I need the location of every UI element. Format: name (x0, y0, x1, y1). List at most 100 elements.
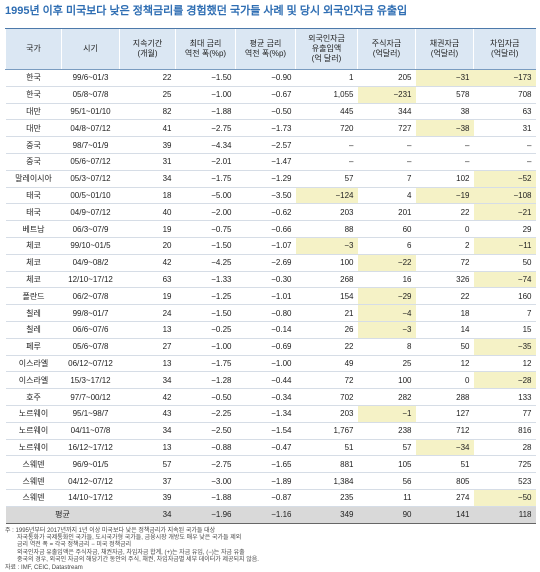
table-cell: 22 (415, 287, 474, 306)
header-cell: 평균 금리 역전 폭(%p) (235, 28, 296, 70)
table-cell: 98/7~01/9 (61, 136, 120, 154)
table-cell: 288 (415, 388, 474, 406)
table-row: 페루 05/6~07/8 27 −1.00 −0.69 22 8 50 −35 (5, 338, 536, 356)
table-cell: −28 (473, 371, 536, 390)
table-cell: 16/12~17/12 (61, 439, 120, 457)
table-cell: 274 (415, 489, 474, 507)
table-cell: 태국 (5, 187, 62, 205)
table-cell: 노르웨이 (5, 405, 62, 423)
table-cell: 42 (119, 254, 176, 272)
note: 외국인자금 유출입액은 주식자금, 채권자금, 차입자금 합계, (+)는 자금… (17, 549, 245, 556)
table-cell: 12 (415, 355, 474, 373)
table-cell: 326 (415, 271, 474, 289)
table-cell: −1.50 (175, 237, 236, 255)
table-cell: 50 (415, 338, 474, 356)
table-cell: 24 (119, 304, 176, 322)
table-cell: −1.75 (175, 355, 236, 373)
table-cell: 57 (119, 455, 176, 474)
table-cell: −2.01 (175, 153, 236, 171)
table-cell: 대만 (5, 103, 62, 121)
table-cell: – (357, 153, 416, 171)
table-cell: −1.33 (175, 271, 236, 289)
table-cell: 42 (119, 388, 176, 406)
table-row: 대만 95/1~01/10 82 −1.88 −0.50 445 344 38 63 (5, 103, 536, 121)
table-cell: 13 (119, 355, 176, 373)
table-cell: −1.65 (235, 455, 296, 474)
table-cell: 05/6~07/8 (61, 338, 120, 356)
table-cell: 04/12~07/12 (61, 472, 120, 490)
table-cell: 57 (357, 439, 416, 457)
table-cell: 445 (295, 103, 358, 121)
table-cell: −0.30 (235, 271, 296, 289)
table-row: 노르웨이 04/11~07/8 34 −2.50 −1.54 1,767 238 712 816 (5, 422, 536, 440)
table-cell: −19 (415, 187, 474, 205)
table-cell: 105 (357, 455, 416, 474)
table-cell: 0 (415, 220, 474, 238)
table-cell: −35 (473, 338, 536, 356)
table-cell: 51 (415, 455, 474, 474)
table-cell: 881 (295, 455, 358, 474)
table-cell: 대만 (5, 119, 62, 138)
table-cell: −1.01 (235, 287, 296, 306)
table-cell: −0.88 (175, 439, 236, 457)
table-cell: 15/3~17/12 (61, 371, 120, 390)
table-cell: 00/5~01/10 (61, 187, 120, 205)
table-cell: 13 (119, 439, 176, 457)
table-cell: 스웨덴 (5, 455, 62, 474)
table-cell: 725 (473, 455, 536, 474)
table-cell: 6 (357, 237, 416, 255)
table-cell: −2.50 (175, 422, 236, 440)
table-cell: 50 (473, 254, 536, 272)
table-cell: −2.75 (175, 455, 236, 474)
table-cell: 19 (119, 287, 176, 306)
table-cell: 56 (357, 472, 416, 490)
table-cell: −22 (357, 254, 416, 272)
table-cell: −0.50 (235, 103, 296, 121)
table-cell: 238 (357, 422, 416, 440)
table-cell: 칠레 (5, 304, 62, 322)
table-row: 중국 05/6~07/12 31 −2.01 −1.47– – – – (5, 153, 536, 171)
table-cell: 57 (295, 170, 358, 188)
note: 금리 역전 폭 = 각국 정책금리 − 미국 정책금리 (17, 542, 132, 549)
table-cell: 이스라엘 (5, 355, 62, 373)
table-cell: 06/2~07/8 (61, 287, 120, 306)
table-cell: 578 (415, 86, 474, 104)
table-row: 스웨덴 96/9~01/5 57 −2.75 −1.65 881 105 51 725 (5, 455, 536, 474)
table-cell: −231 (357, 86, 416, 104)
table-cell: −38 (415, 119, 474, 138)
table-cell: −50 (473, 489, 536, 507)
table-cell: 태국 (5, 203, 62, 222)
table-cell: −0.14 (235, 321, 296, 339)
table-cell: −0.67 (235, 86, 296, 104)
table-cell: 95/1~01/10 (61, 103, 120, 121)
table-cell: −0.75 (175, 220, 236, 238)
table-body: 한국 99/6~01/3 22 −1.50 −0.90 1 205 −31 −173 한국 05/8… (5, 69, 536, 524)
table-row: 중국 98/7~01/9 39 −4.34 −2.57– – – – (5, 136, 536, 154)
table-cell: −2.00 (175, 203, 236, 222)
table-cell: −1.00 (175, 86, 236, 104)
table-cell: – (473, 153, 536, 171)
table-row: 칠레 99/8~01/7 24 −1.50 −0.80 21 −4 18 7 (5, 304, 536, 322)
table-row: 한국 99/6~01/3 22 −1.50 −0.90 1 205 −31 −173 (5, 69, 536, 87)
table-cell: 702 (295, 388, 358, 406)
table-cell: 칠레 (5, 321, 62, 339)
table-cell: 04/8~07/12 (61, 119, 120, 138)
table-cell: – (295, 136, 358, 154)
table-cell: 34 (119, 371, 176, 390)
average-cell: 90 (357, 505, 416, 524)
table-cell: 이스라엘 (5, 371, 62, 390)
table-cell: −0.34 (235, 388, 296, 406)
table-cell: 노르웨이 (5, 439, 62, 457)
average-cell: −1.96 (175, 505, 236, 524)
table-cell: 344 (357, 103, 416, 121)
table-cell: −0.25 (175, 321, 236, 339)
table-cell: 720 (295, 119, 358, 138)
table-cell: −4 (357, 304, 416, 322)
table-cell: −52 (473, 170, 536, 188)
table-cell: −1.50 (175, 69, 236, 87)
table-cell: −3.50 (235, 187, 296, 205)
table-cell: −4.34 (175, 136, 236, 154)
table-cell: 05/6~07/12 (61, 153, 120, 171)
table-row: 베트남 06/3~07/9 19 −0.75 −0.66 88 60 0 29 (5, 220, 536, 238)
table-cell: −124 (295, 187, 358, 205)
